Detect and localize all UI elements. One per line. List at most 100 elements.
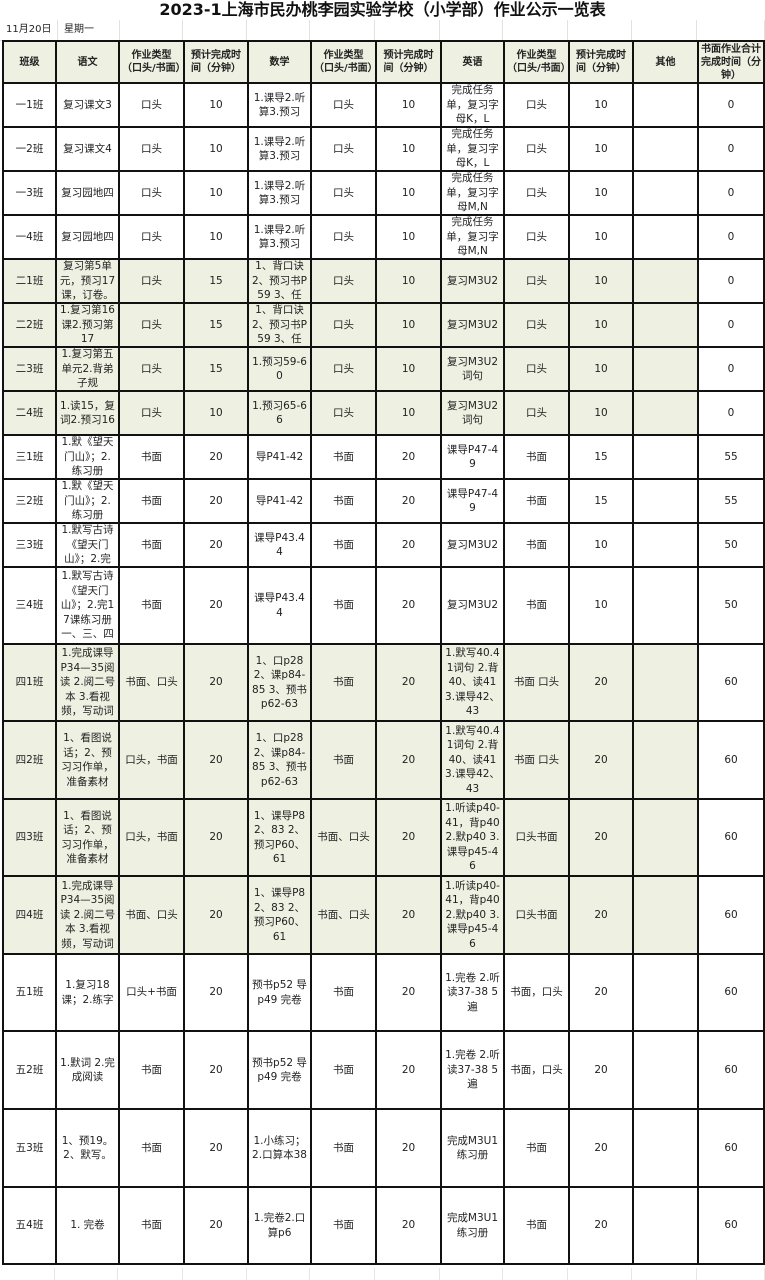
cell-chinese-time[interactable]: 15	[183, 346, 249, 392]
cell-math-type[interactable]: 书面	[310, 643, 377, 722]
cell-chinese-time[interactable]: 20	[183, 566, 249, 645]
cell-chinese[interactable]: 1.默写古诗《望天门山》；2.完	[55, 522, 120, 568]
cell-chinese-type[interactable]: 口头+书面	[118, 953, 185, 1032]
cell-math[interactable]: 1.预习59-60	[247, 346, 312, 392]
cell-english[interactable]: 复习M3U2词句	[440, 346, 505, 392]
cell-math-time[interactable]: 20	[375, 798, 442, 877]
cell-english-type[interactable]: 口头书面	[503, 875, 570, 955]
cell-math[interactable]: 导P41-42	[247, 478, 312, 524]
cell-chinese-type[interactable]: 口头	[118, 82, 185, 128]
cell-chinese[interactable]: 复习课文4	[55, 126, 120, 172]
cell-other[interactable]	[632, 522, 699, 568]
cell-english-time[interactable]: 20	[568, 643, 634, 722]
cell-math-type[interactable]: 书面、口头	[310, 798, 377, 877]
cell-math-time[interactable]: 10	[375, 126, 442, 172]
cell-other[interactable]	[632, 953, 699, 1032]
cell-chinese-type[interactable]: 书面	[118, 1108, 185, 1188]
header-english[interactable]: 英语	[440, 40, 505, 84]
cell-other[interactable]	[632, 390, 699, 436]
cell-other[interactable]	[632, 170, 699, 216]
cell-chinese-type[interactable]: 书面	[118, 566, 185, 645]
cell-other[interactable]	[632, 1108, 699, 1188]
empty-cell[interactable]	[568, 20, 632, 40]
cell-chinese-type[interactable]: 书面、口头	[118, 875, 185, 955]
cell-math-time[interactable]: 20	[375, 720, 442, 800]
cell-english-type[interactable]: 书面	[503, 522, 570, 568]
cell-chinese[interactable]: 复习第5单元，预习17课，订卷。	[55, 258, 120, 304]
cell-chinese[interactable]: 1、预19。2、默写。	[55, 1108, 120, 1188]
weekday-cell[interactable]: 星期一	[58, 20, 120, 40]
cell-math-time[interactable]: 20	[375, 434, 442, 480]
cell-class[interactable]: 五1班	[2, 953, 57, 1032]
cell-math-type[interactable]: 书面	[310, 1030, 377, 1110]
cell-math-type[interactable]: 口头	[310, 82, 377, 128]
cell-english-type[interactable]: 书面	[503, 1108, 570, 1188]
cell-math[interactable]: 1、课导P82、83 2、预习P60、61	[247, 875, 312, 955]
cell-english-time[interactable]: 15	[568, 434, 634, 480]
cell-math-time[interactable]: 10	[375, 258, 442, 304]
header-chinese-time[interactable]: 预计完成时间（分钟）	[183, 40, 249, 84]
cell-english[interactable]: 完成M3U1练习册	[440, 1186, 505, 1265]
header-class[interactable]: 班级	[2, 40, 57, 84]
cell-other[interactable]	[632, 566, 699, 645]
empty-cell[interactable]	[440, 20, 503, 40]
header-written-total-time[interactable]: 书面作业合计完成时间（分钟）	[697, 40, 765, 84]
cell-chinese-time[interactable]: 20	[183, 953, 249, 1032]
cell-math[interactable]: 课导P43.44	[247, 566, 312, 645]
cell-chinese-time[interactable]: 10	[183, 214, 249, 260]
header-english-time[interactable]: 预计完成时间（分钟）	[568, 40, 634, 84]
cell-english-type[interactable]: 口头	[503, 302, 570, 348]
empty-cell[interactable]	[120, 20, 183, 40]
empty-cell[interactable]	[310, 20, 375, 40]
cell-math-type[interactable]: 口头	[310, 390, 377, 436]
cell-chinese-time[interactable]: 10	[183, 82, 249, 128]
cell-math[interactable]: 1、口p28 2、课p84-85 3、预书 p62-63	[247, 643, 312, 722]
cell-written-total-time[interactable]: 0	[697, 170, 765, 216]
cell-class[interactable]: 五2班	[2, 1030, 57, 1110]
cell-class[interactable]: 三3班	[2, 522, 57, 568]
cell-english-type[interactable]: 口头书面	[503, 798, 570, 877]
cell-chinese[interactable]: 1.读15，复词2.预习16	[55, 390, 120, 436]
cell-other[interactable]	[632, 798, 699, 877]
cell-english-type[interactable]: 书面	[503, 1186, 570, 1265]
cell-written-total-time[interactable]: 0	[697, 346, 765, 392]
cell-english-type[interactable]: 书面	[503, 566, 570, 645]
cell-chinese-type[interactable]: 书面	[118, 522, 185, 568]
cell-written-total-time[interactable]: 60	[697, 875, 765, 955]
cell-english[interactable]: 1.听读p40-41，背p40 2.默p40 3.课导p45-46	[440, 798, 505, 877]
cell-math-type[interactable]: 书面、口头	[310, 875, 377, 955]
header-math-time[interactable]: 预计完成时间（分钟）	[375, 40, 442, 84]
cell-math-time[interactable]: 20	[375, 1030, 442, 1110]
cell-chinese-type[interactable]: 书面	[118, 434, 185, 480]
cell-math-time[interactable]: 20	[375, 566, 442, 645]
header-math-type[interactable]: 作业类型（口头/书面）	[310, 40, 377, 84]
cell-written-total-time[interactable]: 55	[697, 434, 765, 480]
cell-english-time[interactable]: 10	[568, 126, 634, 172]
cell-chinese-time[interactable]: 10	[183, 170, 249, 216]
cell-english-time[interactable]: 20	[568, 798, 634, 877]
cell-english[interactable]: 完成任务单，复习字母M,N	[440, 214, 505, 260]
cell-math[interactable]: 导P41-42	[247, 434, 312, 480]
cell-english[interactable]: 1.默写40.41词句 2.背40、读41 3.课导42、43	[440, 720, 505, 800]
cell-chinese-time[interactable]: 20	[183, 522, 249, 568]
cell-other[interactable]	[632, 643, 699, 722]
cell-written-total-time[interactable]: 60	[697, 643, 765, 722]
cell-english-time[interactable]: 10	[568, 170, 634, 216]
cell-chinese-time[interactable]: 20	[183, 643, 249, 722]
cell-english-type[interactable]: 书面 口头	[503, 720, 570, 800]
cell-class[interactable]: 三4班	[2, 566, 57, 645]
cell-written-total-time[interactable]: 0	[697, 390, 765, 436]
cell-chinese[interactable]: 1.复习18课；2.练字	[55, 953, 120, 1032]
cell-other[interactable]	[632, 720, 699, 800]
cell-english-type[interactable]: 口头	[503, 82, 570, 128]
cell-math[interactable]: 1、背口诀2、预习书P59 3、任	[247, 302, 312, 348]
cell-chinese-type[interactable]: 书面、口头	[118, 643, 185, 722]
cell-math[interactable]: 1.课导2.听算3.预习	[247, 82, 312, 128]
cell-english[interactable]: 完成任务单，复习字母M,N	[440, 170, 505, 216]
cell-math[interactable]: 1.课导2.听算3.预习	[247, 214, 312, 260]
cell-math[interactable]: 预书p52 导p49 完卷	[247, 1030, 312, 1110]
empty-cell[interactable]	[697, 20, 765, 40]
cell-class[interactable]: 一1班	[2, 82, 57, 128]
cell-math-type[interactable]: 书面	[310, 434, 377, 480]
cell-class[interactable]: 一3班	[2, 170, 57, 216]
